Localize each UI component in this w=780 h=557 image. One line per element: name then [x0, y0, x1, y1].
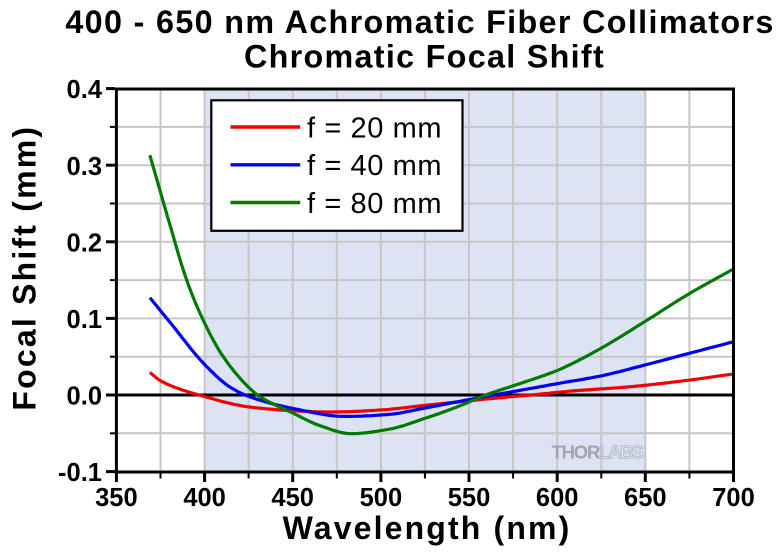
svg-text:THOR: THOR	[552, 442, 600, 463]
svg-text:600: 600	[536, 484, 579, 512]
svg-text:f = 40 mm: f = 40 mm	[307, 150, 442, 182]
svg-text:Chromatic Focal Shift: Chromatic Focal Shift	[244, 39, 605, 75]
svg-text:350: 350	[95, 484, 138, 512]
svg-text:0.1: 0.1	[67, 306, 102, 334]
svg-text:Focal Shift (mm): Focal Shift (mm)	[7, 125, 43, 411]
svg-text:450: 450	[271, 484, 314, 512]
svg-text:0.4: 0.4	[67, 76, 103, 104]
svg-text:0.3: 0.3	[67, 153, 102, 181]
svg-text:400: 400	[183, 484, 226, 512]
svg-text:Wavelength (nm): Wavelength (nm)	[283, 510, 572, 546]
svg-text:550: 550	[448, 484, 491, 512]
svg-text:400 - 650 nm Achromatic Fiber: 400 - 650 nm Achromatic Fiber Collimator…	[65, 4, 774, 40]
svg-text:f = 20 mm: f = 20 mm	[307, 112, 442, 144]
svg-text:650: 650	[624, 484, 667, 512]
svg-text:500: 500	[360, 484, 403, 512]
svg-text:700: 700	[712, 484, 755, 512]
svg-text:0.0: 0.0	[67, 383, 102, 411]
svg-text:LABS: LABS	[599, 442, 643, 463]
svg-text:f = 80 mm: f = 80 mm	[307, 188, 442, 220]
svg-text:-0.1: -0.1	[58, 459, 102, 487]
svg-text:0.2: 0.2	[67, 229, 102, 257]
